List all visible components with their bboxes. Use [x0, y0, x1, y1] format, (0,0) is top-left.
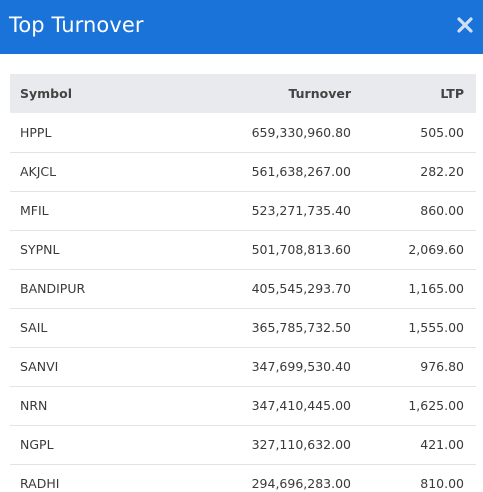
cell-symbol[interactable]: RADHI — [10, 464, 170, 492]
cell-turnover: 659,330,960.80 — [170, 113, 351, 153]
table-row[interactable]: SANVI 347,699,530.40 976.80 — [10, 347, 476, 387]
cell-ltp: 282.20 — [351, 152, 476, 192]
table-row[interactable]: SYPNL 501,708,813.60 2,069.60 — [10, 230, 476, 270]
modal-header: Top Turnover — [0, 0, 483, 54]
cell-turnover: 347,699,530.40 — [170, 347, 351, 387]
cell-symbol[interactable]: SYPNL — [10, 230, 170, 270]
column-header-symbol[interactable]: Symbol — [20, 86, 72, 101]
turnover-table: Symbol Turnover LTP HPPL 659,330,960.80 … — [10, 74, 476, 492]
cell-turnover: 347,410,445.00 — [170, 386, 351, 426]
cell-ltp: 1,555.00 — [351, 308, 476, 348]
table-row[interactable]: NRN 347,410,445.00 1,625.00 — [10, 386, 476, 426]
table-row[interactable]: MFIL 523,271,735.40 860.00 — [10, 191, 476, 231]
cell-turnover: 327,110,632.00 — [170, 425, 351, 465]
cell-turnover: 523,271,735.40 — [170, 191, 351, 231]
table-row[interactable]: HPPL 659,330,960.80 505.00 — [10, 113, 476, 153]
cell-symbol[interactable]: BANDIPUR — [10, 269, 170, 309]
cell-symbol[interactable]: SANVI — [10, 347, 170, 387]
cell-ltp: 505.00 — [351, 113, 476, 153]
cell-symbol[interactable]: NGPL — [10, 425, 170, 465]
cell-symbol[interactable]: NRN — [10, 386, 170, 426]
cell-ltp: 860.00 — [351, 191, 476, 231]
cell-turnover: 405,545,293.70 — [170, 269, 351, 309]
turnover-table-container: Symbol Turnover LTP HPPL 659,330,960.80 … — [10, 74, 476, 492]
table-row[interactable]: RADHI 294,696,283.00 810.00 — [10, 464, 476, 492]
cell-ltp: 2,069.60 — [351, 230, 476, 270]
cell-symbol[interactable]: AKJCL — [10, 152, 170, 192]
cell-ltp: 421.00 — [351, 425, 476, 465]
close-icon — [457, 17, 473, 33]
cell-symbol[interactable]: MFIL — [10, 191, 170, 231]
cell-turnover: 365,785,732.50 — [170, 308, 351, 348]
column-header-turnover[interactable]: Turnover — [288, 86, 352, 101]
cell-ltp: 976.80 — [351, 347, 476, 387]
cell-turnover: 501,708,813.60 — [170, 230, 351, 270]
table-row[interactable]: AKJCL 561,638,267.00 282.20 — [10, 152, 476, 192]
cell-ltp: 1,625.00 — [351, 386, 476, 426]
table-row[interactable]: SAIL 365,785,732.50 1,555.00 — [10, 308, 476, 348]
cell-ltp: 810.00 — [351, 464, 476, 492]
modal-title: Top Turnover — [9, 13, 144, 37]
table-header-row: Symbol Turnover LTP — [10, 74, 476, 113]
cell-symbol[interactable]: SAIL — [10, 308, 170, 348]
cell-turnover: 294,696,283.00 — [170, 464, 351, 492]
column-header-ltp[interactable]: LTP — [440, 86, 464, 101]
cell-turnover: 561,638,267.00 — [170, 152, 351, 192]
table-row[interactable]: BANDIPUR 405,545,293.70 1,165.00 — [10, 269, 476, 309]
cell-symbol[interactable]: HPPL — [10, 113, 170, 153]
table-row[interactable]: NGPL 327,110,632.00 421.00 — [10, 425, 476, 465]
cell-ltp: 1,165.00 — [351, 269, 476, 309]
close-button[interactable] — [455, 15, 477, 37]
